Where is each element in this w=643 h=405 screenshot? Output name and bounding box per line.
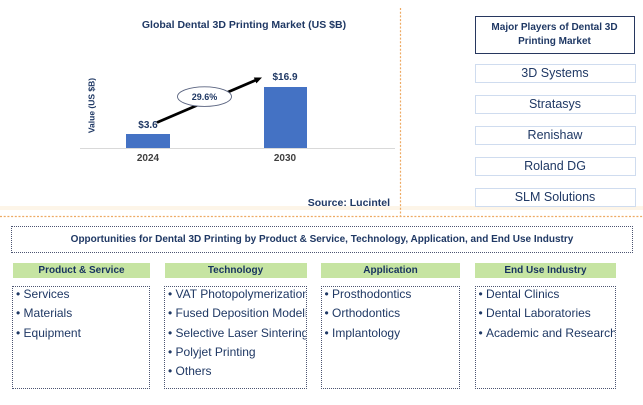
svg-text:29.6%: 29.6%: [192, 92, 218, 102]
